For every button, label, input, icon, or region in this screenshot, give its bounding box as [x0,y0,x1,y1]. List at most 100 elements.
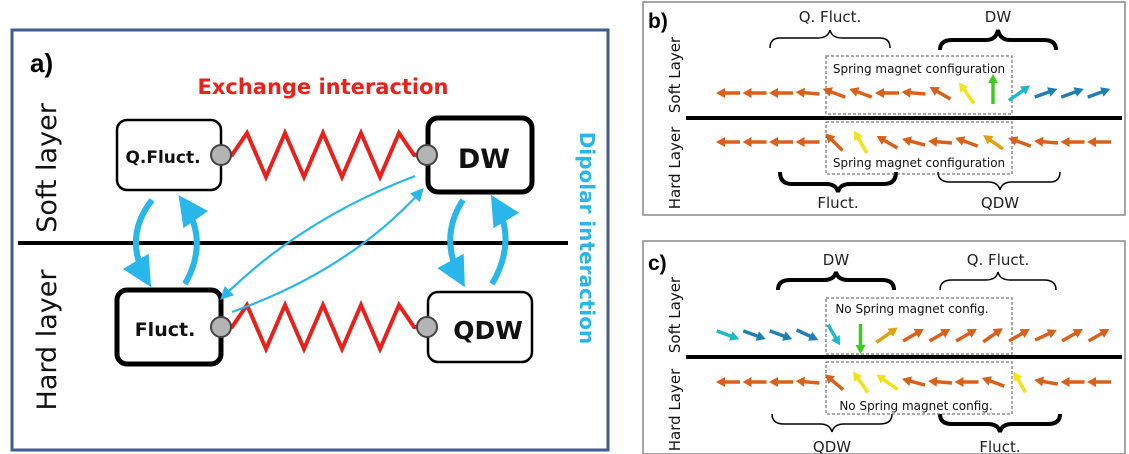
panel-c-brace-bottom-left [771,413,893,433]
panel-b-soft-layer-label: Soft Layer [666,36,684,113]
panel-b-soft-spin-arrow [875,88,899,98]
panel-c-soft-spin-arrow [716,329,740,341]
hard-layer-label: Hard layer [32,269,63,411]
panel-b-hard-spin-arrow [901,136,926,147]
dipolar-arrow-left-up [178,195,209,286]
panel-b-soft-spin-arrow [849,87,873,99]
panel-b-soft-spin-arrow [716,88,740,98]
panel-c-soft-layer-label: Soft Layer [666,276,684,353]
panel-b-frame [642,1,1126,216]
panel-c-hard-spin-arrow [901,376,926,387]
panel-b-brace-top-left-label: Q. Fluct. [799,8,862,26]
panel-b-soft-spin-arrow [988,74,998,104]
panel-c: c) Soft Layer Hard Layer DW Q. Fluct. QD… [642,240,1126,454]
connector-fluct [210,316,232,338]
panel-b-brace-top-right [938,29,1058,51]
panel-b-hard-spin-arrow [769,137,793,147]
panel-c-soft-spin-arrow [902,329,924,343]
panel-c-soft-spin-arrow [1008,329,1030,343]
panel-b-hard-config-box [825,121,1013,175]
panel-b-soft-spin-arrow [795,87,820,98]
dipolar-arrow-left-down [122,198,155,288]
panel-c-soft-spin-arrow [769,329,793,341]
panel-b-soft-spin-arrow [1034,87,1058,99]
panel-b-soft-spin-arrow [959,82,976,105]
panel-b-soft-spin-arrow [901,87,926,98]
dw-box-label: DW [458,144,510,175]
connector-dw [416,144,438,166]
panel-b-hard-spin-arrow [825,133,844,152]
panel-b-brace-bottom-left [778,171,898,193]
dipolar-arrow-right-down [437,198,466,288]
panel-b-hard-spin-arrow [983,135,1004,151]
dipolar-arrow-diag-up [231,188,424,314]
panel-a-frame [10,28,610,452]
panel-b-hard-spin-arrow [955,136,979,148]
panel-a-label: a) [30,48,53,78]
panel-c-hard-spin-arrow [742,377,767,387]
panel-b-soft-spin-arrow [822,87,846,99]
panel-c-brace-top-right [939,271,1057,291]
panel-c-soft-spin-arrow [855,324,866,354]
panel-c-hard-spin-arrow [876,374,899,391]
exchange-spring-bottom [222,299,422,355]
panel-b-hard-spin-arrow [854,130,869,155]
panel-c-soft-spin-arrow [955,329,977,343]
panel-c-soft-spin-arrow [928,329,951,343]
panel-c-hard-layer-label: Hard Layer [666,368,684,451]
panel-b-soft-spin-arrow [1007,85,1031,102]
panel-b-soft-config-label: Spring magnet configuration [833,62,1005,76]
panel-b-soft-spin-arrow [929,87,952,101]
dipolar-arrow-diag-down [220,174,416,300]
panel-c-soft-spin-arrow [982,328,1003,344]
panel-c-soft-spin-arrow [1061,329,1083,343]
panel-c-soft-spin-arrow [826,323,840,346]
panel-b-brace-bottom-right-label: QDW [981,194,1019,212]
panel-c-brace-top-left-label: DW [823,251,850,269]
panel-c-brace-bottom-right-label: Fluct. [979,438,1020,454]
exchange-interaction-label: Exchange interaction [197,75,448,99]
panel-b-hard-spin-arrow [716,137,740,147]
panel-c-hard-spin-arrow [1034,376,1059,387]
panel-c-brace-bottom-left-label: QDW [813,438,851,454]
panel-c-hard-spin-arrow [928,376,953,387]
panel-c-soft-spin-arrow [1034,329,1057,342]
panel-b-soft-config-box [825,55,1013,115]
panel-c-label: c) [648,252,667,275]
panel-c-hard-spin-arrow [1087,377,1111,387]
panel-b-hard-spin-arrow [1087,137,1111,147]
panel-c-frame [642,240,1126,454]
panel-c-hard-spin-arrow [954,377,979,387]
dipolar-interaction-label: Dipolar interaction [575,132,599,345]
panel-b-soft-spin-arrow [742,88,767,98]
soft-layer-label: Soft layer [32,102,63,232]
dipolar-arrow-right-up [489,194,520,286]
panel-c-hard-config-label: No Spring magnet config. [839,399,992,413]
panel-c-hard-config-box [825,361,1013,415]
panel-c-soft-spin-arrow [795,328,819,341]
panel-b-hard-spin-arrow [876,136,899,150]
panel-b-hard-spin-arrow [1034,136,1059,147]
panel-b-soft-spin-arrow [1060,87,1084,99]
connector-qfluct [210,144,232,166]
panel-c-hard-spin-arrow [716,377,740,387]
qdw-box-label: QDW [453,316,523,345]
panel-b-hard-spin-arrow [1008,136,1032,148]
panel-b-spins [716,74,1111,155]
panel-c-hard-spin-arrow [1060,377,1085,387]
panel-c-hard-spin-arrow [853,371,870,394]
panel-c-hard-spin-arrow [824,374,845,392]
panel-b-hard-layer-label: Hard Layer [666,126,684,209]
panel-b-hard-spin-arrow [795,137,820,147]
panel-c-hard-spin-arrow [981,376,1005,388]
panel-b-brace-bottom-left-label: Fluct. [817,194,858,212]
panel-b-brace-bottom-right [937,171,1061,191]
exchange-spring-top [222,127,422,183]
panel-c-soft-spin-arrow [875,327,898,344]
panel-c-brace-bottom-right [938,413,1062,433]
panel-c-soft-spin-arrow [742,329,766,341]
panel-b-hard-spin-arrow [1060,137,1085,147]
panel-c-soft-config-box [825,297,1013,355]
panel-b-soft-spin-arrow [769,88,793,98]
